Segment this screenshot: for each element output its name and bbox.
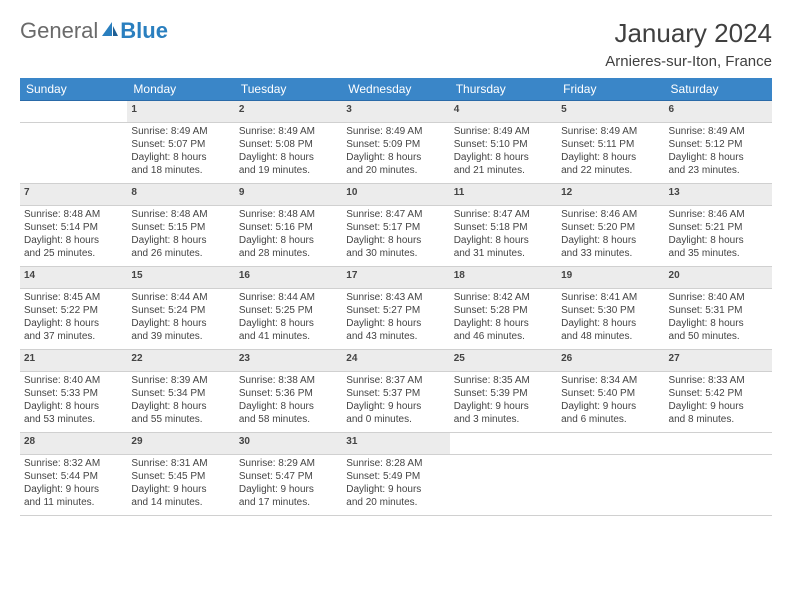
day-detail-cell: Sunrise: 8:42 AMSunset: 5:28 PMDaylight:… (450, 289, 557, 350)
detail-row: Sunrise: 8:45 AMSunset: 5:22 PMDaylight:… (20, 289, 772, 350)
logo-text-general: General (20, 18, 98, 44)
calendar-page: General Blue January 2024 Arnieres-sur-I… (0, 0, 792, 534)
daynum-row: 14151617181920 (20, 267, 772, 289)
weekday-header-row: Sunday Monday Tuesday Wednesday Thursday… (20, 78, 772, 101)
day-detail-cell (20, 123, 127, 184)
day-number-cell: 1 (127, 101, 234, 123)
day-detail-cell: Sunrise: 8:49 AMSunset: 5:09 PMDaylight:… (342, 123, 449, 184)
day-detail-cell: Sunrise: 8:28 AMSunset: 5:49 PMDaylight:… (342, 455, 449, 516)
day-number-cell: 21 (20, 350, 127, 372)
day-number-cell: 2 (235, 101, 342, 123)
logo-text-blue: Blue (120, 18, 168, 44)
day-number-cell: 20 (665, 267, 772, 289)
day-number-cell: 7 (20, 184, 127, 206)
daynum-row: 78910111213 (20, 184, 772, 206)
day-number-cell: 26 (557, 350, 664, 372)
page-header: General Blue January 2024 Arnieres-sur-I… (20, 18, 772, 70)
day-detail-cell: Sunrise: 8:49 AMSunset: 5:11 PMDaylight:… (557, 123, 664, 184)
day-number-cell: 4 (450, 101, 557, 123)
day-number-cell: 9 (235, 184, 342, 206)
day-number-cell: 15 (127, 267, 234, 289)
day-detail-cell: Sunrise: 8:40 AMSunset: 5:31 PMDaylight:… (665, 289, 772, 350)
day-number-cell: 18 (450, 267, 557, 289)
logo-sail-icon (100, 18, 120, 44)
day-detail-cell: Sunrise: 8:40 AMSunset: 5:33 PMDaylight:… (20, 372, 127, 433)
title-location: Arnieres-sur-Iton, France (605, 53, 772, 70)
day-number-cell: 3 (342, 101, 449, 123)
weekday-header: Saturday (665, 78, 772, 101)
day-detail-cell: Sunrise: 8:48 AMSunset: 5:14 PMDaylight:… (20, 206, 127, 267)
day-detail-cell: Sunrise: 8:41 AMSunset: 5:30 PMDaylight:… (557, 289, 664, 350)
day-number-cell: 30 (235, 433, 342, 455)
day-detail-cell: Sunrise: 8:32 AMSunset: 5:44 PMDaylight:… (20, 455, 127, 516)
day-number-cell: 12 (557, 184, 664, 206)
day-detail-cell: Sunrise: 8:44 AMSunset: 5:24 PMDaylight:… (127, 289, 234, 350)
calendar-body: 123456Sunrise: 8:49 AMSunset: 5:07 PMDay… (20, 101, 772, 516)
day-detail-cell: Sunrise: 8:49 AMSunset: 5:07 PMDaylight:… (127, 123, 234, 184)
day-number-cell: 11 (450, 184, 557, 206)
weekday-header: Friday (557, 78, 664, 101)
day-number-cell (557, 433, 664, 455)
day-number-cell: 10 (342, 184, 449, 206)
weekday-header: Wednesday (342, 78, 449, 101)
day-number-cell: 5 (557, 101, 664, 123)
day-number-cell (665, 433, 772, 455)
day-detail-cell: Sunrise: 8:46 AMSunset: 5:20 PMDaylight:… (557, 206, 664, 267)
day-number-cell: 29 (127, 433, 234, 455)
day-detail-cell: Sunrise: 8:49 AMSunset: 5:12 PMDaylight:… (665, 123, 772, 184)
day-number-cell: 13 (665, 184, 772, 206)
title-block: January 2024 Arnieres-sur-Iton, France (605, 18, 772, 70)
day-detail-cell: Sunrise: 8:34 AMSunset: 5:40 PMDaylight:… (557, 372, 664, 433)
day-number-cell: 16 (235, 267, 342, 289)
day-number-cell: 31 (342, 433, 449, 455)
day-detail-cell: Sunrise: 8:49 AMSunset: 5:08 PMDaylight:… (235, 123, 342, 184)
day-detail-cell (557, 455, 664, 516)
weekday-header: Tuesday (235, 78, 342, 101)
day-number-cell: 22 (127, 350, 234, 372)
calendar-table: Sunday Monday Tuesday Wednesday Thursday… (20, 78, 772, 516)
day-detail-cell: Sunrise: 8:48 AMSunset: 5:16 PMDaylight:… (235, 206, 342, 267)
day-number-cell: 24 (342, 350, 449, 372)
detail-row: Sunrise: 8:48 AMSunset: 5:14 PMDaylight:… (20, 206, 772, 267)
weekday-header: Monday (127, 78, 234, 101)
day-detail-cell: Sunrise: 8:45 AMSunset: 5:22 PMDaylight:… (20, 289, 127, 350)
day-number-cell: 27 (665, 350, 772, 372)
day-number-cell: 23 (235, 350, 342, 372)
day-detail-cell: Sunrise: 8:49 AMSunset: 5:10 PMDaylight:… (450, 123, 557, 184)
day-number-cell: 28 (20, 433, 127, 455)
day-detail-cell: Sunrise: 8:48 AMSunset: 5:15 PMDaylight:… (127, 206, 234, 267)
daynum-row: 21222324252627 (20, 350, 772, 372)
day-number-cell (450, 433, 557, 455)
day-detail-cell: Sunrise: 8:47 AMSunset: 5:17 PMDaylight:… (342, 206, 449, 267)
day-detail-cell: Sunrise: 8:39 AMSunset: 5:34 PMDaylight:… (127, 372, 234, 433)
day-detail-cell: Sunrise: 8:46 AMSunset: 5:21 PMDaylight:… (665, 206, 772, 267)
day-number-cell: 19 (557, 267, 664, 289)
day-number-cell: 25 (450, 350, 557, 372)
day-detail-cell: Sunrise: 8:38 AMSunset: 5:36 PMDaylight:… (235, 372, 342, 433)
title-month: January 2024 (605, 18, 772, 49)
day-number-cell: 14 (20, 267, 127, 289)
day-number-cell: 8 (127, 184, 234, 206)
day-detail-cell: Sunrise: 8:33 AMSunset: 5:42 PMDaylight:… (665, 372, 772, 433)
detail-row: Sunrise: 8:40 AMSunset: 5:33 PMDaylight:… (20, 372, 772, 433)
daynum-row: 123456 (20, 101, 772, 123)
weekday-header: Sunday (20, 78, 127, 101)
day-detail-cell: Sunrise: 8:43 AMSunset: 5:27 PMDaylight:… (342, 289, 449, 350)
day-detail-cell: Sunrise: 8:44 AMSunset: 5:25 PMDaylight:… (235, 289, 342, 350)
day-detail-cell (665, 455, 772, 516)
detail-row: Sunrise: 8:49 AMSunset: 5:07 PMDaylight:… (20, 123, 772, 184)
day-number-cell (20, 101, 127, 123)
detail-row: Sunrise: 8:32 AMSunset: 5:44 PMDaylight:… (20, 455, 772, 516)
day-detail-cell: Sunrise: 8:47 AMSunset: 5:18 PMDaylight:… (450, 206, 557, 267)
day-detail-cell: Sunrise: 8:37 AMSunset: 5:37 PMDaylight:… (342, 372, 449, 433)
day-detail-cell (450, 455, 557, 516)
day-detail-cell: Sunrise: 8:35 AMSunset: 5:39 PMDaylight:… (450, 372, 557, 433)
day-number-cell: 17 (342, 267, 449, 289)
day-detail-cell: Sunrise: 8:31 AMSunset: 5:45 PMDaylight:… (127, 455, 234, 516)
day-detail-cell: Sunrise: 8:29 AMSunset: 5:47 PMDaylight:… (235, 455, 342, 516)
weekday-header: Thursday (450, 78, 557, 101)
daynum-row: 28293031 (20, 433, 772, 455)
day-number-cell: 6 (665, 101, 772, 123)
logo: General Blue (20, 18, 168, 44)
